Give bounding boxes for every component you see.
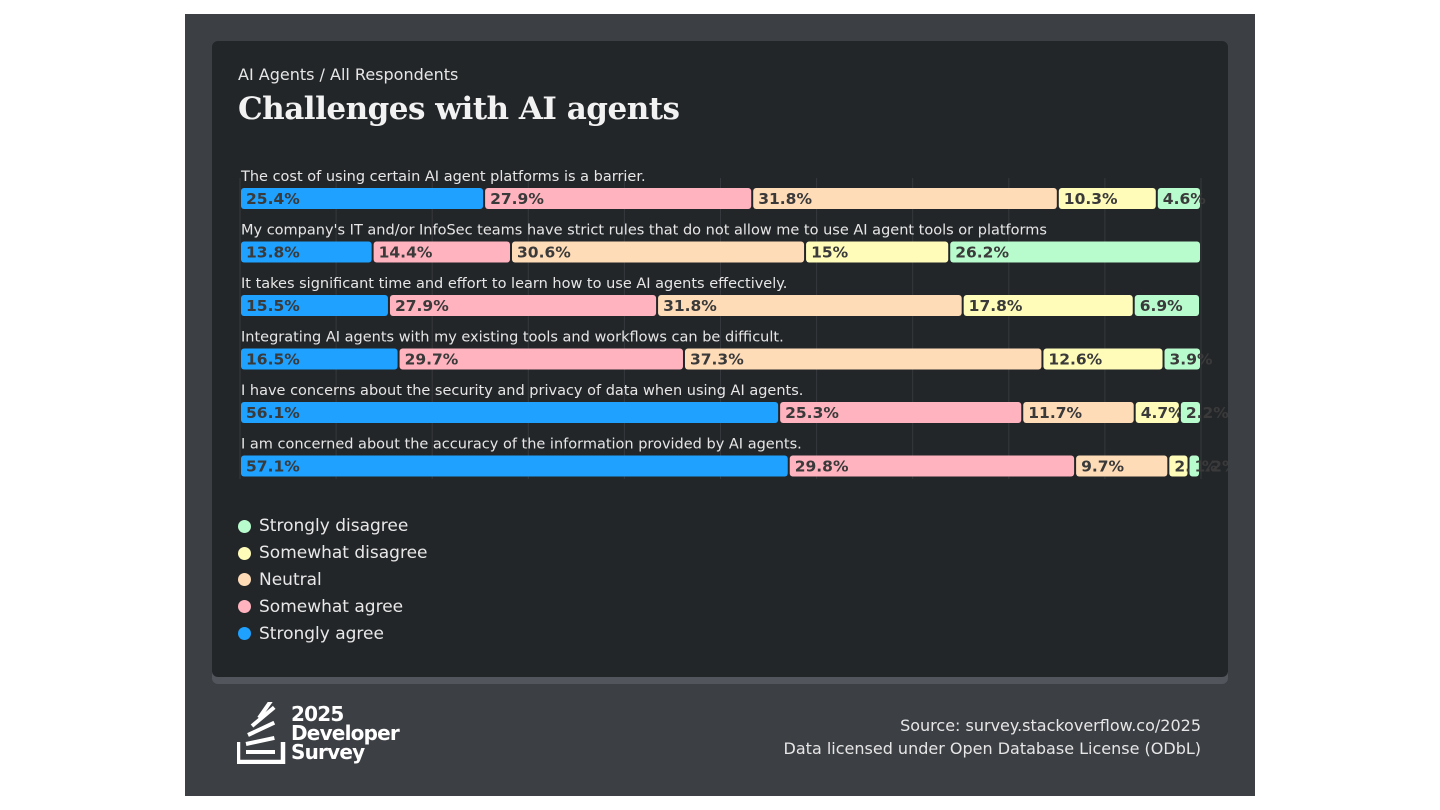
data-label: 2.2% xyxy=(1186,404,1228,422)
stacked-bar-plot: The cost of using certain AI agent platf… xyxy=(239,169,1228,479)
data-label: 27.9% xyxy=(395,297,449,315)
chart-title: Challenges with AI agents xyxy=(238,91,680,127)
bar-segment xyxy=(789,455,1075,477)
bar-segment xyxy=(241,402,779,423)
legend-item: Somewhat disagree xyxy=(238,540,428,567)
bar-segment xyxy=(684,348,1042,370)
data-label: 12.6% xyxy=(1048,351,1102,369)
stack-logo-icon xyxy=(237,702,286,764)
data-label: 1.2% xyxy=(1195,458,1228,476)
data-label: 4.6% xyxy=(1163,190,1206,208)
data-label: 14.4% xyxy=(379,244,433,262)
data-label: 15.5% xyxy=(246,297,300,315)
bar-segment xyxy=(241,348,398,370)
bar-segment xyxy=(950,241,1200,263)
bar-segment xyxy=(1180,402,1200,423)
legend-swatch xyxy=(238,627,251,641)
data-label: 27.9% xyxy=(490,190,544,208)
bar-segment xyxy=(1157,188,1200,209)
breadcrumb: AI Agents / All Respondents xyxy=(238,65,459,84)
data-label: 17.8% xyxy=(969,297,1023,315)
data-label: 30.6% xyxy=(517,244,571,262)
bar-segment xyxy=(1164,348,1200,370)
data-label: 13.8% xyxy=(246,244,300,262)
source-note: Source: survey.stackoverflow.co/2025 Dat… xyxy=(784,714,1201,760)
legend-item: Neutral xyxy=(238,567,428,594)
data-label: 11.7% xyxy=(1028,404,1082,422)
data-label: 26.2% xyxy=(955,244,1009,262)
developer-survey-logo: 2025 Developer Survey xyxy=(237,701,400,764)
bar-segment xyxy=(1058,188,1156,209)
category-label: I have concerns about the security and p… xyxy=(241,383,803,399)
legend-item: Strongly agree xyxy=(238,620,428,647)
category-label: It takes significant time and effort to … xyxy=(241,276,787,292)
logo-year: 2025 xyxy=(291,701,344,726)
bar-segment xyxy=(780,402,1022,423)
source-url: Source: survey.stackoverflow.co/2025 xyxy=(900,716,1201,735)
category-label: My company's IT and/or InfoSec teams hav… xyxy=(241,223,1047,239)
bar-segment xyxy=(806,241,949,263)
bar-segment xyxy=(512,241,805,263)
legend-swatch xyxy=(238,573,251,587)
legend-label: Somewhat agree xyxy=(259,596,404,617)
data-label: 57.1% xyxy=(246,458,300,476)
bar-segment xyxy=(241,455,788,477)
bar-segment xyxy=(1043,348,1163,370)
legend-item: Strongly disagree xyxy=(238,513,428,540)
bar-segment xyxy=(963,295,1133,316)
bar-segment xyxy=(1023,402,1134,423)
bar-segment xyxy=(389,295,657,316)
bar-segment xyxy=(241,295,388,316)
chart-legend: Strongly disagree Somewhat disagree Neutra… xyxy=(238,513,428,647)
data-label: 31.8% xyxy=(758,190,812,208)
data-label: 15% xyxy=(811,244,849,262)
category-label: I am concerned about the accuracy of the… xyxy=(241,437,802,453)
legend-item: Somewhat agree xyxy=(238,593,428,620)
bar-segment xyxy=(1169,455,1188,477)
legend-swatch xyxy=(238,600,251,614)
chart-frame: AI Agents / All Respondents Challenges w… xyxy=(185,14,1255,796)
data-label: 3.9% xyxy=(1170,351,1213,369)
data-label: 29.7% xyxy=(405,351,459,369)
bar-segment xyxy=(1076,455,1168,477)
bar-segment xyxy=(1134,295,1200,316)
bar-segment xyxy=(241,188,484,209)
bar-segment xyxy=(373,241,511,263)
data-label: 37.3% xyxy=(690,351,744,369)
legend-label: Neutral xyxy=(259,569,322,590)
data-label: 9.7% xyxy=(1081,458,1124,476)
legend-label: Somewhat disagree xyxy=(259,543,428,564)
bar-segment xyxy=(241,241,372,263)
data-label: 31.8% xyxy=(663,297,717,315)
bar-segment xyxy=(485,188,752,209)
legend-label: Strongly disagree xyxy=(259,516,409,537)
data-label: 10.3% xyxy=(1064,190,1118,208)
data-label: 29.8% xyxy=(795,458,849,476)
legend-label: Strongly agree xyxy=(259,623,384,644)
bar-segment xyxy=(1189,455,1200,477)
legend-swatch xyxy=(238,519,251,533)
data-label: 56.1% xyxy=(246,404,300,422)
category-label: Integrating AI agents with my existing t… xyxy=(241,330,784,346)
bar-segment xyxy=(753,188,1057,209)
bar-segment xyxy=(399,348,683,370)
logo-word-developer: Developer xyxy=(291,720,400,745)
bar-segment xyxy=(1135,402,1179,423)
license-note: Data licensed under Open Database Licens… xyxy=(783,739,1201,758)
category-label: The cost of using certain AI agent platf… xyxy=(240,169,646,185)
data-label: 16.5% xyxy=(246,351,300,369)
logo-word-survey: Survey xyxy=(291,739,365,764)
data-label: 4.7% xyxy=(1141,404,1184,422)
data-label: 25.4% xyxy=(246,190,300,208)
bar-segment xyxy=(658,295,962,316)
chart-card: AI Agents / All Respondents Challenges w… xyxy=(212,41,1228,677)
data-label: 25.3% xyxy=(785,404,839,422)
legend-swatch xyxy=(238,546,251,560)
data-label: 6.9% xyxy=(1140,297,1183,315)
